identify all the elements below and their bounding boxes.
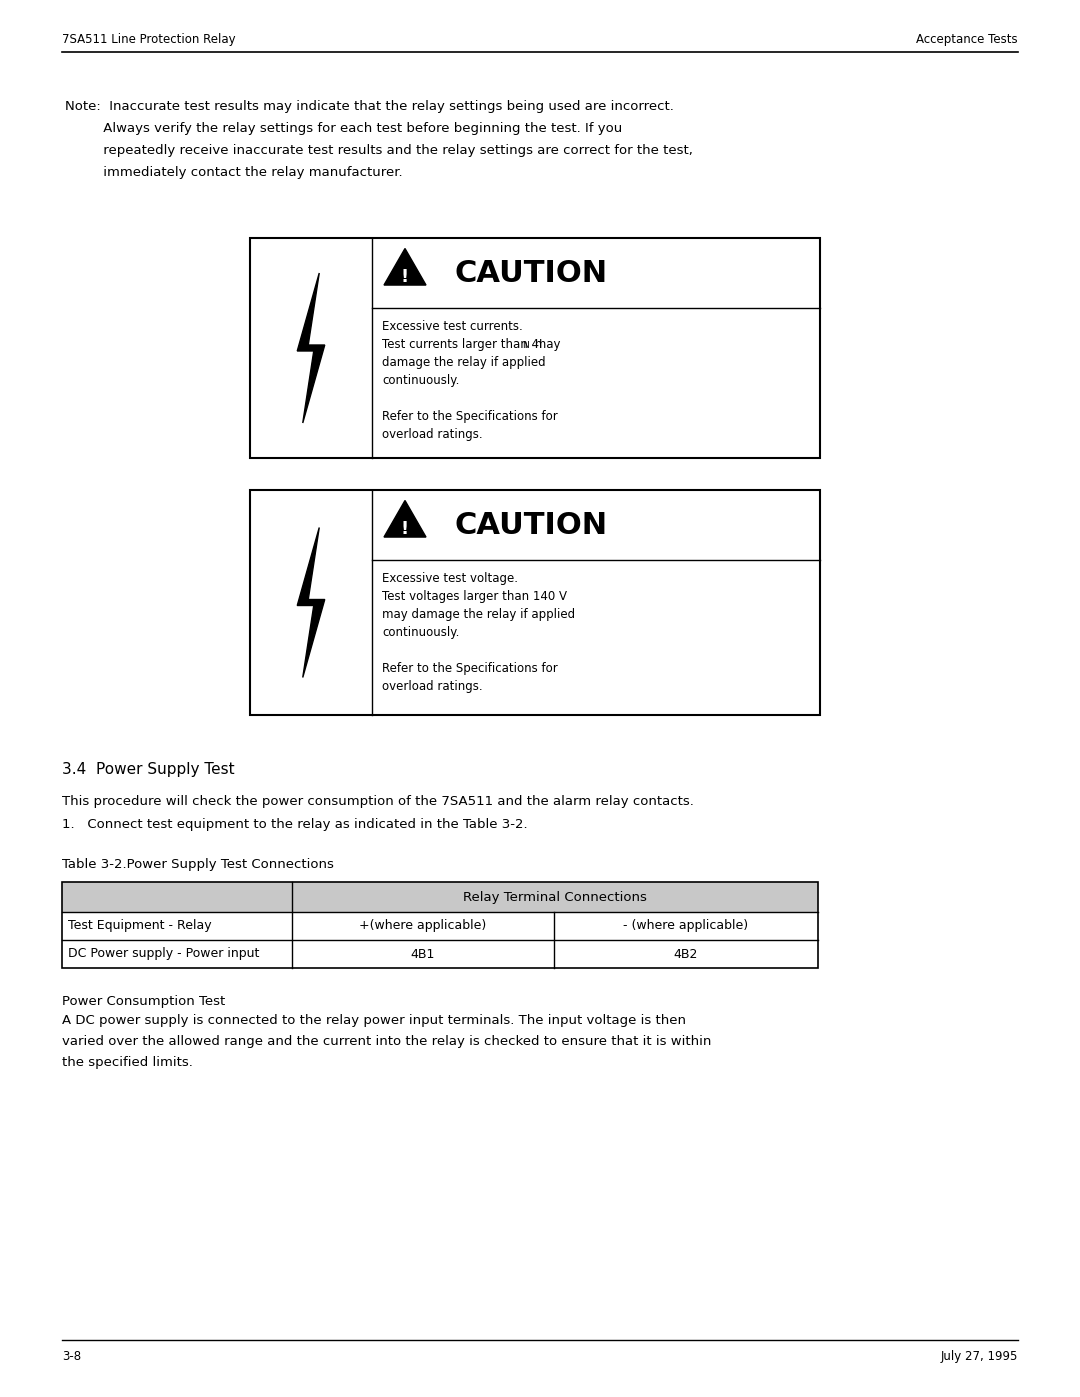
Text: continuously.: continuously. [382,626,459,638]
Text: 1.   Connect test equipment to the relay as indicated in the Table 3-2.: 1. Connect test equipment to the relay a… [62,819,528,831]
Text: Test currents larger than 4I: Test currents larger than 4I [382,338,542,351]
Text: !: ! [401,520,409,538]
Text: DC Power supply - Power input: DC Power supply - Power input [68,947,259,961]
Text: the specified limits.: the specified limits. [62,1056,193,1069]
Text: CAUTION: CAUTION [455,258,608,288]
Text: Refer to the Specifications for: Refer to the Specifications for [382,662,557,675]
Text: overload ratings.: overload ratings. [382,680,483,693]
Text: overload ratings.: overload ratings. [382,427,483,441]
Text: A DC power supply is connected to the relay power input terminals. The input vol: A DC power supply is connected to the re… [62,1014,686,1027]
Polygon shape [297,272,325,423]
Polygon shape [384,249,426,285]
Text: 3-8: 3-8 [62,1350,81,1363]
Bar [62,882,818,912]
Text: varied over the allowed range and the current into the relay is checked to ensur: varied over the allowed range and the cu… [62,1035,712,1048]
Text: CAUTION: CAUTION [455,510,608,539]
Text: Relay Terminal Connections: Relay Terminal Connections [463,890,647,904]
Bar [249,490,820,715]
Text: Refer to the Specifications for: Refer to the Specifications for [382,409,557,423]
Bar [249,237,820,458]
Text: +(where applicable): +(where applicable) [360,919,487,933]
Text: 4B2: 4B2 [674,947,698,961]
Text: repeatedly receive inaccurate test results and the relay settings are correct fo: repeatedly receive inaccurate test resul… [65,144,693,156]
Text: Acceptance Tests: Acceptance Tests [916,34,1018,46]
Text: continuously.: continuously. [382,374,459,387]
Text: This procedure will check the power consumption of the 7SA511 and the alarm rela: This procedure will check the power cons… [62,795,693,807]
Text: may: may [531,338,561,351]
Polygon shape [297,528,325,678]
Text: may damage the relay if applied: may damage the relay if applied [382,608,576,622]
Text: 7SA511 Line Protection Relay: 7SA511 Line Protection Relay [62,34,235,46]
Text: Table 3-2.Power Supply Test Connections: Table 3-2.Power Supply Test Connections [62,858,334,870]
Text: Power Consumption Test: Power Consumption Test [62,995,226,1009]
Text: immediately contact the relay manufacturer.: immediately contact the relay manufactur… [65,166,403,179]
Text: Test voltages larger than 140 V: Test voltages larger than 140 V [382,590,567,604]
Text: damage the relay if applied: damage the relay if applied [382,356,545,369]
Text: Test Equipment - Relay: Test Equipment - Relay [68,919,212,933]
Text: !: ! [401,268,409,285]
Bar [62,882,818,968]
Text: N: N [522,341,529,351]
Polygon shape [384,500,426,536]
Text: July 27, 1995: July 27, 1995 [941,1350,1018,1363]
Text: Excessive test currents.: Excessive test currents. [382,320,523,332]
Text: Always verify the relay settings for each test before beginning the test. If you: Always verify the relay settings for eac… [65,122,622,136]
Text: 3.4  Power Supply Test: 3.4 Power Supply Test [62,761,234,777]
Text: Excessive test voltage.: Excessive test voltage. [382,571,518,585]
Text: 4B1: 4B1 [410,947,435,961]
Text: - (where applicable): - (where applicable) [623,919,748,933]
Text: Note:  Inaccurate test results may indicate that the relay settings being used a: Note: Inaccurate test results may indica… [65,101,674,113]
